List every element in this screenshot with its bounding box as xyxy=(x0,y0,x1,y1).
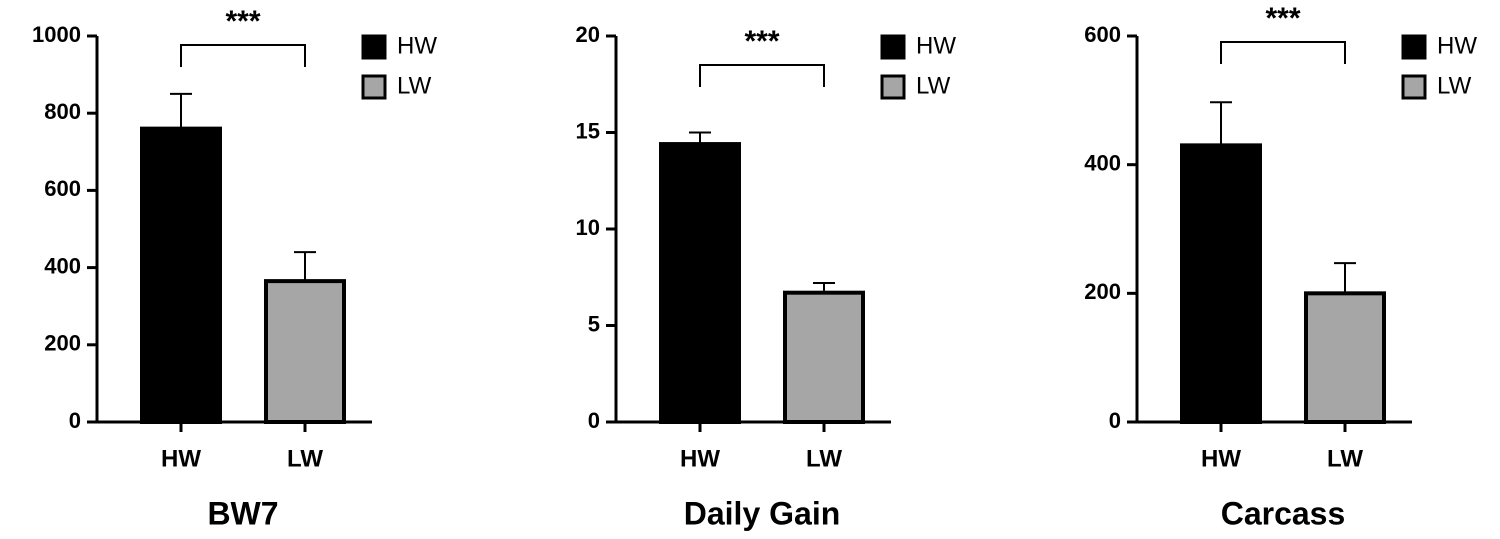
y-tick-label: 400 xyxy=(1084,150,1121,175)
y-tick-label: 0 xyxy=(588,408,600,433)
bar xyxy=(1304,291,1386,425)
chart-title: Carcass xyxy=(1221,495,1346,531)
bar xyxy=(1180,143,1262,424)
bar xyxy=(264,279,346,424)
annotation: *** xyxy=(744,25,779,58)
x-tick-label: HW xyxy=(161,445,201,472)
chart-title: BW7 xyxy=(207,495,278,531)
annotation: *** xyxy=(1265,2,1300,35)
legend-swatch xyxy=(1401,34,1427,60)
legend-swatch xyxy=(361,74,387,100)
y-tick-label: 10 xyxy=(576,215,600,240)
bar xyxy=(140,126,222,424)
y-tick-label: 5 xyxy=(588,311,600,336)
x-tick-label: LW xyxy=(1327,445,1363,472)
legend-label: HW xyxy=(916,32,956,59)
y-tick-label: 400 xyxy=(44,253,81,278)
legend-swatch xyxy=(361,34,387,60)
x-tick-label: HW xyxy=(680,445,720,472)
legend-label: HW xyxy=(1437,32,1477,59)
significance-bracket xyxy=(1220,41,1346,64)
y-tick-label: 0 xyxy=(69,408,81,433)
significance-bracket xyxy=(180,44,306,67)
legend-label: LW xyxy=(1437,72,1472,99)
legend-label: LW xyxy=(916,72,951,99)
legend-swatch xyxy=(880,34,906,60)
significance-bracket xyxy=(699,64,825,87)
y-tick-label: 15 xyxy=(576,118,600,143)
y-tick-label: 200 xyxy=(44,331,81,356)
bar xyxy=(659,142,741,425)
chart-title: Daily Gain xyxy=(684,495,841,531)
legend-swatch xyxy=(1401,74,1427,100)
y-tick-label: 0 xyxy=(1109,408,1121,433)
y-tick-label: 800 xyxy=(44,99,81,124)
x-tick-label: LW xyxy=(287,445,323,472)
x-tick-label: HW xyxy=(1201,445,1241,472)
legend-swatch xyxy=(880,74,906,100)
legend-label: LW xyxy=(397,72,432,99)
y-tick-label: 1000 xyxy=(32,22,81,47)
y-tick-label: 20 xyxy=(576,22,600,47)
bar xyxy=(783,290,865,424)
annotation: *** xyxy=(225,5,260,38)
x-tick-label: LW xyxy=(806,445,842,472)
y-tick-label: 600 xyxy=(44,176,81,201)
legend-label: HW xyxy=(397,32,437,59)
y-tick-label: 600 xyxy=(1084,22,1121,47)
y-tick-label: 200 xyxy=(1084,279,1121,304)
